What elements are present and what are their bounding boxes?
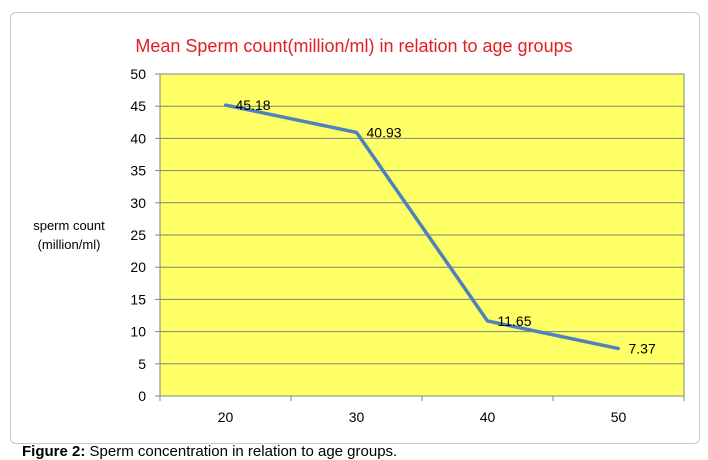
data-point (486, 319, 489, 323)
data-label: 45.18 (236, 97, 271, 113)
data-label: 11.65 (498, 313, 532, 329)
y-tick-label: 5 (138, 356, 146, 372)
y-tick-label: 35 (130, 163, 146, 179)
figure-caption-text: Sperm concentration in relation to age g… (89, 443, 398, 460)
data-label: 7.37 (629, 341, 656, 357)
data-point (617, 347, 620, 351)
x-tick-label: 50 (611, 409, 627, 425)
y-axis-label-line-2: (million/ml) (37, 237, 101, 252)
y-tick-label: 30 (130, 195, 146, 211)
y-tick-label: 0 (138, 388, 146, 404)
y-tick-label: 40 (130, 130, 146, 146)
y-tick-label: 10 (130, 324, 146, 340)
y-tick-label: 25 (130, 227, 146, 243)
data-label: 40.93 (367, 124, 402, 140)
figure-caption: Figure 2: Sperm concentration in relatio… (22, 443, 397, 460)
data-point (224, 103, 227, 107)
y-tick-label: 45 (130, 98, 146, 114)
x-tick-label: 30 (349, 409, 365, 425)
y-axis-label: sperm count (million/ml) (24, 216, 114, 254)
y-tick-label: 20 (130, 259, 146, 275)
y-axis-label-line-1: sperm count (33, 218, 105, 233)
series-line (225, 103, 619, 351)
y-tick-label: 50 (130, 66, 146, 82)
data-point (355, 130, 358, 134)
y-tick-label: 15 (130, 291, 146, 307)
x-tick-label: 40 (480, 409, 496, 425)
figure-caption-label: Figure 2: (22, 443, 86, 460)
x-tick-label: 20 (218, 409, 234, 425)
chart-title: Mean Sperm count(million/ml) in relation… (135, 36, 573, 56)
